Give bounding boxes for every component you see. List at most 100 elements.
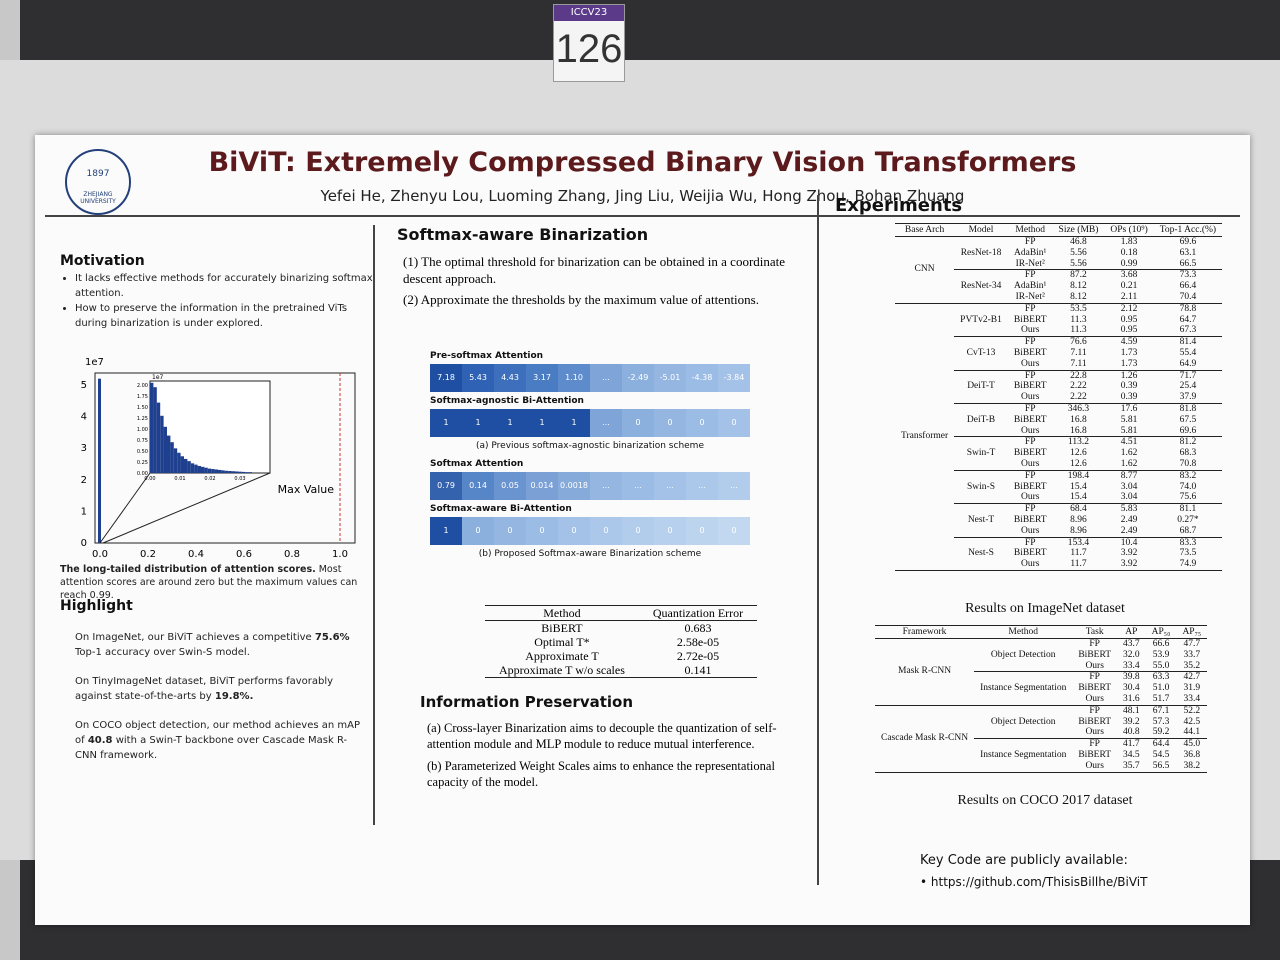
value-cell: 16.8 (1070, 414, 1087, 425)
method-cell: Ours (1007, 358, 1053, 371)
attention-cell: ... (590, 472, 622, 500)
table-row: Nest-S FP 153.4 10.4 83.3 (895, 537, 1222, 571)
table-row: BiBERT 30.4 51.0 31.9 (875, 683, 1207, 694)
table-row: BiBERT 32.0 53.9 33.7 (875, 650, 1207, 661)
group-label: Transformer (895, 303, 955, 571)
value-cell: 4.51 (1120, 437, 1138, 448)
method-cell: Ours (1007, 559, 1053, 571)
attention-cell: ... (590, 364, 622, 392)
code-note: Key Code are publicly available: (920, 853, 1128, 868)
value-cell: 5.83 (1120, 504, 1138, 515)
inset-y-tick-label: 0.00 (137, 471, 148, 477)
value-cell: 17.6 (1120, 403, 1138, 414)
attention-cell: 0 (654, 517, 686, 545)
attention-cell: 1 (558, 409, 590, 437)
method-cell: Ours (1007, 525, 1053, 538)
value-cell: 48.1 (1123, 705, 1140, 716)
table-row: BiBERT 11.7 3.92 73.5 (895, 548, 1222, 559)
attention-cell: 0 (494, 517, 526, 545)
value-cell: 66.6 (1152, 639, 1170, 649)
method-cell: BiBERT (1013, 314, 1047, 325)
logo-year: 1897 (86, 169, 110, 179)
figure-label: Softmax-agnostic Bi-Attention (430, 396, 584, 406)
inset-bar (221, 470, 225, 473)
inset-y-tick-label: 0.50 (137, 449, 148, 455)
column-header: Base Arch (895, 223, 955, 237)
imagenet-table: Base Arch Model Method Size (MB) OPs (10⁹) To… (895, 223, 1223, 571)
value-cell: 0.99 (1104, 258, 1154, 271)
bullet: How to preserve the information in the p… (75, 301, 375, 331)
method-cell: BiBERT (1078, 749, 1112, 760)
value-cell: 56.5 (1145, 760, 1177, 773)
table-row: Ours 15.4 3.04 75.6 (895, 492, 1223, 505)
table-row: DeiT-T FP 22.8 1.26 71.7 (895, 370, 1222, 404)
value-cell: 15.4 (1070, 481, 1087, 492)
table-row: Optimal T* 2.58e-05 (485, 635, 757, 649)
method-cell: IR-Net² (1007, 258, 1053, 271)
value-cell: 0.39 (1120, 381, 1138, 392)
attention-cell: -4.38 (686, 364, 718, 392)
figure-label: Pre-softmax Attention (430, 351, 544, 361)
value-cell: 68.3 (1179, 448, 1197, 459)
method-cell: BiBERT (1013, 481, 1047, 492)
value-cell: 8.96 (1070, 514, 1087, 525)
method-cell: FP (1089, 639, 1100, 649)
value-cell: 8.12 (1070, 281, 1087, 292)
annotation: Max Value (278, 483, 335, 496)
inset-bar (187, 461, 191, 473)
text-run: Top-1 accuracy over Swin-S model. (75, 647, 250, 658)
header-row: Framework Method Task AP AP₅₀ AP₇₅ (875, 625, 1208, 639)
code-url[interactable]: https://github.com/ThisisBillhe/BiViT (930, 875, 1148, 889)
value-cell: 33.7 (1183, 649, 1201, 660)
attention-cell: ... (590, 409, 622, 437)
value-cell: 42.7 (1183, 672, 1201, 683)
value-cell: 64.7 (1179, 314, 1197, 325)
inset-bar (194, 464, 198, 473)
value-cell: 10.4 (1120, 537, 1138, 548)
table-row: Ours 40.8 59.2 44.1 (875, 727, 1208, 740)
value-cell: 2.22 (1052, 392, 1105, 404)
value-cell: 7.11 (1052, 358, 1105, 371)
paragraphs: (a) Cross-layer Binarization aims to dec… (427, 720, 797, 796)
column-header: Method (485, 605, 639, 621)
section-heading: Highlight (60, 598, 133, 614)
inset-bar (211, 469, 215, 473)
x-tick-label: 1.0 (332, 549, 348, 560)
value-cell: 2.49 (1104, 525, 1154, 538)
attention-cell: 0 (718, 517, 750, 545)
value-cell: 8.12 (1052, 291, 1105, 304)
value-cell: 69.6 (1153, 425, 1223, 438)
table-row: AdaBin¹ 5.56 0.18 63.1 (895, 248, 1222, 259)
value-cell: 35.7 (1117, 760, 1146, 773)
value-cell: 25.4 (1179, 381, 1197, 392)
value-cell: 1.62 (1120, 448, 1138, 459)
inset-bar (173, 448, 178, 473)
value-cell: 0.39 (1104, 392, 1154, 404)
section-heading: Information Preservation (420, 693, 634, 711)
inset-exponent: 1e7 (152, 374, 164, 381)
inset-bar (163, 426, 167, 473)
y-tick-label: 5 (81, 380, 87, 391)
column-header: Size (MB) (1052, 223, 1105, 237)
y-tick-label: 1 (81, 506, 87, 517)
code-link[interactable]: • https://github.com/ThisisBillhe/BiViT (920, 875, 1148, 889)
table-row: Ours 2.22 0.39 37.9 (895, 392, 1223, 404)
table-row: AdaBin¹ 8.12 0.21 66.4 (895, 281, 1222, 292)
value-cell: 35.2 (1176, 660, 1208, 673)
attention-cell: 1 (430, 517, 462, 545)
bullet: It lacks effective methods for accuratel… (75, 271, 375, 301)
inset-bar (156, 402, 161, 473)
attention-cell: 5.43 (462, 364, 494, 392)
method-cell: Ours (1007, 458, 1053, 471)
table-cell: 0.141 (638, 663, 758, 678)
inset-y-tick-label: 1.00 (137, 427, 148, 433)
cell-row: 0.79 0.14 0.05 0.014 0.0018............... (430, 472, 750, 500)
model-label: Object Detection (974, 638, 1073, 673)
method-cell: BiBERT (1013, 347, 1047, 358)
method-cell: FP (1024, 337, 1036, 348)
value-cell: 69.6 (1179, 237, 1197, 247)
value-cell: 11.3 (1052, 325, 1105, 338)
model-label: Nest-S (954, 537, 1008, 571)
